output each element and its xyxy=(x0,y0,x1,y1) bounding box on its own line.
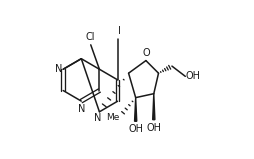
Text: OH: OH xyxy=(186,71,201,81)
Text: Me: Me xyxy=(107,113,120,122)
Text: N: N xyxy=(55,64,62,74)
Text: Cl: Cl xyxy=(86,32,95,42)
Text: OH: OH xyxy=(128,124,143,134)
Polygon shape xyxy=(153,94,155,120)
Polygon shape xyxy=(135,98,137,121)
Text: O: O xyxy=(142,48,150,59)
Text: N: N xyxy=(94,113,102,123)
Text: OH: OH xyxy=(147,123,162,133)
Text: I: I xyxy=(118,26,121,36)
Text: N: N xyxy=(78,104,85,114)
